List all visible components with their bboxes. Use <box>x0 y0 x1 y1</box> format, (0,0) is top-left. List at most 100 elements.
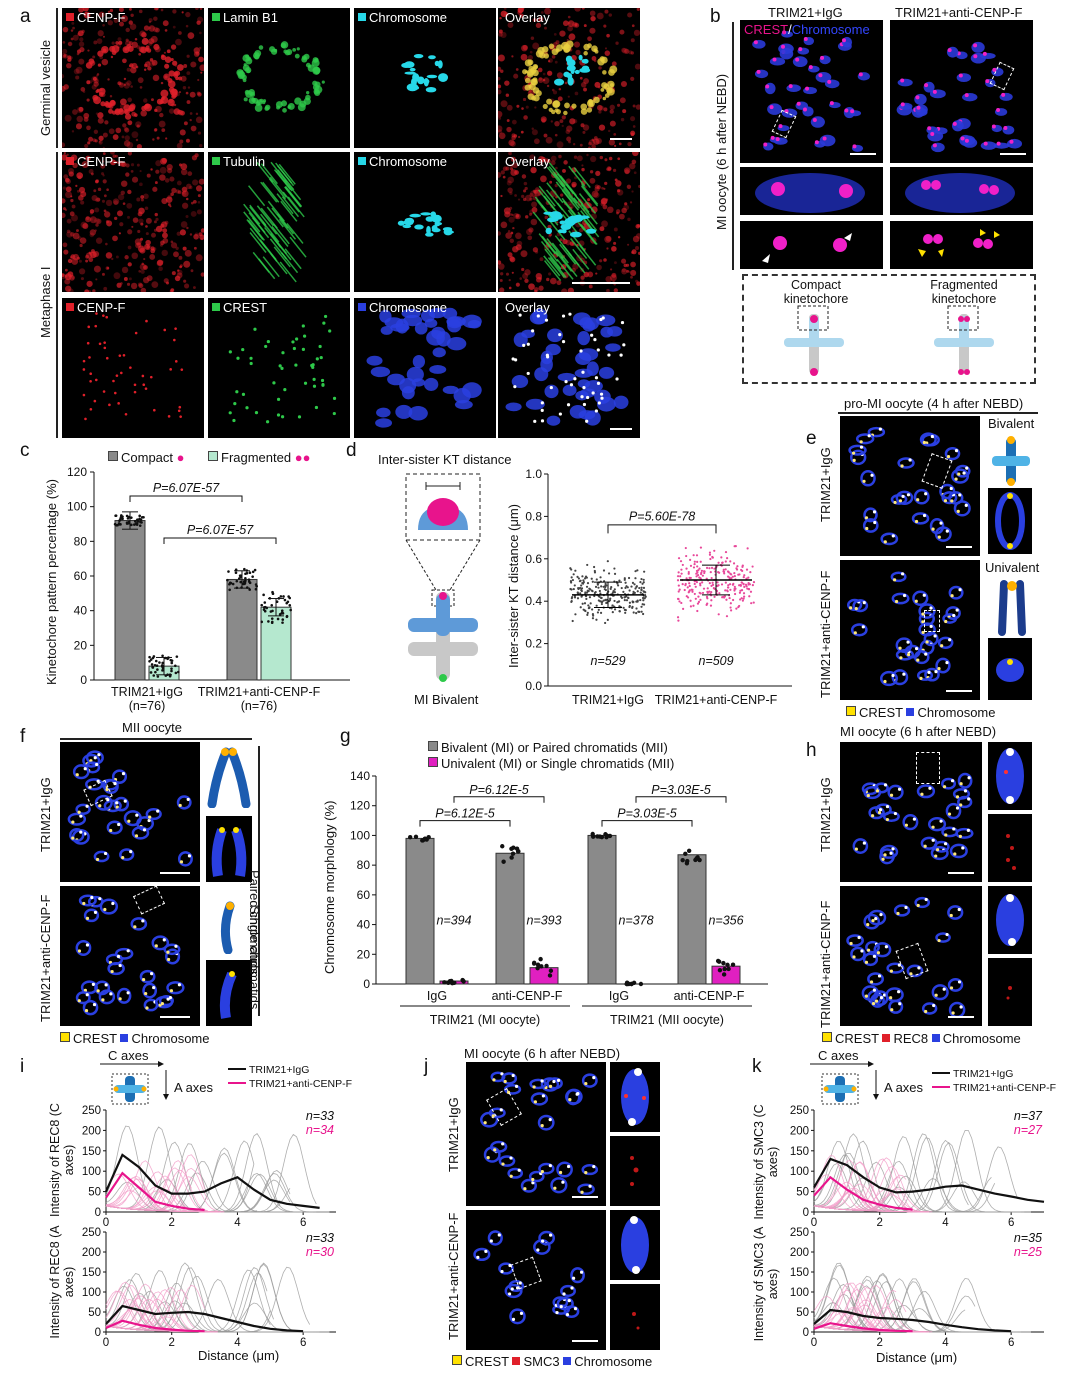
d-point <box>699 592 702 595</box>
d-point <box>599 611 603 614</box>
i-c-axes: C axes <box>108 1048 149 1063</box>
g-point <box>547 973 553 978</box>
d-point <box>740 597 743 600</box>
d-point <box>701 574 704 577</box>
c-point <box>156 668 159 671</box>
d-point <box>727 586 730 589</box>
d-point <box>709 557 712 561</box>
g-point <box>500 844 505 849</box>
k-mean-line <box>813 1157 1045 1203</box>
d-point <box>600 600 603 604</box>
d-point <box>624 586 627 589</box>
row-label-germinal: Germinal vesicle <box>38 39 53 136</box>
d-point <box>573 584 576 587</box>
d-point <box>701 591 705 595</box>
d-point <box>639 581 642 584</box>
d-ytick-label: 0.8 <box>525 509 542 523</box>
d-point <box>634 587 637 590</box>
c-n-label: (n=76) <box>129 699 165 713</box>
d-point <box>698 567 701 570</box>
c-sig-bracket <box>129 495 243 502</box>
g-point <box>631 980 637 986</box>
d-point <box>597 586 600 589</box>
f-row-anti: TRIM21+anti-CENP-F <box>38 894 53 1023</box>
d-point <box>642 581 645 584</box>
g-sig-bracket <box>453 796 545 803</box>
panel-f-label: f <box>20 726 26 747</box>
d-point <box>628 605 631 609</box>
d-point <box>677 571 680 574</box>
d-point <box>587 607 590 610</box>
h-title: MI oocyte (6 h after NEBD) <box>840 724 997 739</box>
c-point <box>227 570 230 573</box>
d-point <box>743 595 746 598</box>
d-point <box>728 596 731 600</box>
a-tile-r2-c0: CENP-F <box>62 298 204 438</box>
g-bar-gray <box>405 837 435 985</box>
g-point <box>511 845 516 850</box>
d-point <box>676 575 680 578</box>
k-ytick-label: 0 <box>803 1207 809 1219</box>
c-point <box>130 523 133 527</box>
d-point <box>677 590 680 593</box>
j-anti-zoom2 <box>610 1284 660 1350</box>
d-point <box>725 615 729 618</box>
d-point <box>633 591 636 595</box>
f-igg-zoom <box>206 816 252 882</box>
b-legend-crest: CREST <box>744 22 789 37</box>
k-ytick-label: 50 <box>796 1187 809 1199</box>
d-point <box>635 607 638 610</box>
g-ytick-label: 60 <box>357 888 371 902</box>
d-point <box>716 581 719 584</box>
d-point <box>738 573 741 576</box>
d-point <box>576 575 579 578</box>
d-point <box>613 572 617 575</box>
c-point <box>226 578 229 582</box>
d-point <box>742 597 745 600</box>
d-point <box>580 589 583 593</box>
d-point <box>608 599 612 602</box>
d-point <box>722 570 726 573</box>
chart-g: 0 20 40 60 80 100 120 140 n=394 IgG n=393 anti-CENP… <box>350 769 768 1027</box>
d-point <box>750 602 753 605</box>
d-ytick-label: 0.0 <box>525 679 542 693</box>
d-point <box>724 568 727 571</box>
d-point <box>734 544 737 548</box>
d-point <box>631 581 635 585</box>
c-point <box>263 609 267 613</box>
d-point <box>586 590 590 593</box>
panel-d-label: d <box>346 440 357 461</box>
c-point <box>139 518 143 522</box>
c-point <box>140 516 144 519</box>
j-igg-image <box>466 1062 606 1206</box>
d-point <box>696 573 700 577</box>
d-point <box>639 598 642 602</box>
c-point <box>138 514 141 518</box>
d-point <box>602 569 606 572</box>
i-n-anti: n=34 <box>306 1123 334 1137</box>
d-point <box>728 576 731 579</box>
bivalent-schematic-icon <box>992 436 1030 486</box>
c-point <box>174 671 178 675</box>
d-point <box>677 557 681 560</box>
d-point <box>705 577 708 580</box>
c-ytick-label: 60 <box>74 569 88 583</box>
d-point <box>595 604 598 607</box>
k-n-igg: n=35 <box>1014 1231 1042 1245</box>
d-xlabel: TRIM21+anti-CENP-F <box>655 693 778 707</box>
e-legend: CREST Chromosome <box>846 705 995 720</box>
d-point <box>626 586 629 589</box>
g-bar-pink <box>529 967 559 985</box>
c-point <box>231 582 235 586</box>
c-point <box>253 568 257 572</box>
i-ytick-label: 150 <box>82 1267 101 1279</box>
c-point <box>286 600 290 604</box>
d-point <box>696 565 699 568</box>
c-point <box>161 654 164 658</box>
c-point <box>244 576 247 580</box>
d-point <box>720 583 724 586</box>
d-point <box>693 563 696 566</box>
b-fragmented-label: Fragmented kinetochore <box>930 278 998 306</box>
c-point <box>153 664 157 667</box>
j-row-igg: TRIM21+IgG <box>446 1097 461 1172</box>
